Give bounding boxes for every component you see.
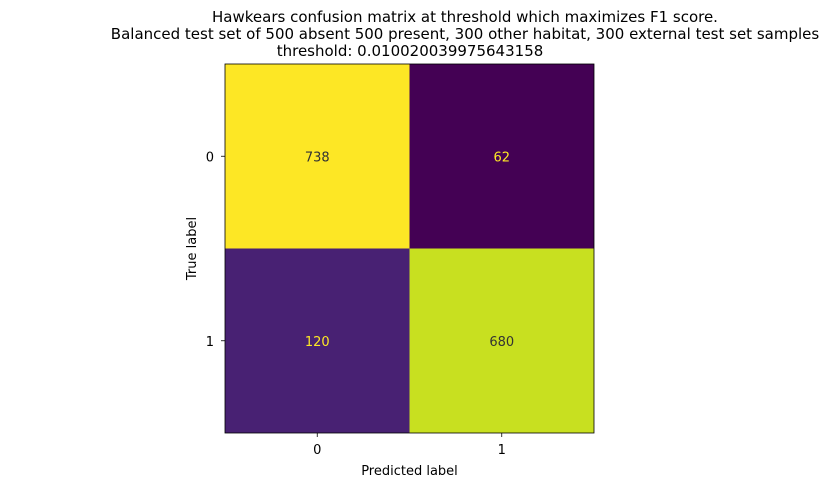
matrix-cell-1-0: [225, 248, 410, 433]
axis-ticks: 0 1 0 1: [206, 150, 506, 458]
chart-title: Hawkears confusion matrix at threshold w…: [111, 8, 819, 60]
x-tick-label-1: 1: [498, 443, 506, 458]
cell-value-1-1: 680: [489, 335, 514, 350]
matrix-cell-1-1: [409, 248, 594, 433]
title-line-3: threshold: 0.010020039975643158: [277, 42, 544, 60]
y-axis-label: True label: [185, 217, 200, 281]
matrix-cells: [225, 64, 594, 433]
y-tick-label-1: 1: [206, 335, 214, 350]
cell-value-0-1: 62: [493, 150, 510, 165]
matrix-cell-labels: 738 62 120 680: [305, 150, 514, 350]
x-tick-label-0: 0: [313, 443, 321, 458]
cell-value-1-0: 120: [305, 335, 330, 350]
plot-frame: [224, 63, 595, 434]
title-line-1: Hawkears confusion matrix at threshold w…: [212, 8, 718, 26]
matrix-cell-0-0: [225, 64, 410, 249]
x-axis-label: Predicted label: [361, 464, 458, 479]
y-tick-label-0: 0: [206, 150, 214, 165]
matrix-cell-0-1: [409, 64, 594, 249]
cell-value-0-0: 738: [305, 150, 330, 165]
title-line-2: Balanced test set of 500 absent 500 pres…: [111, 25, 819, 43]
